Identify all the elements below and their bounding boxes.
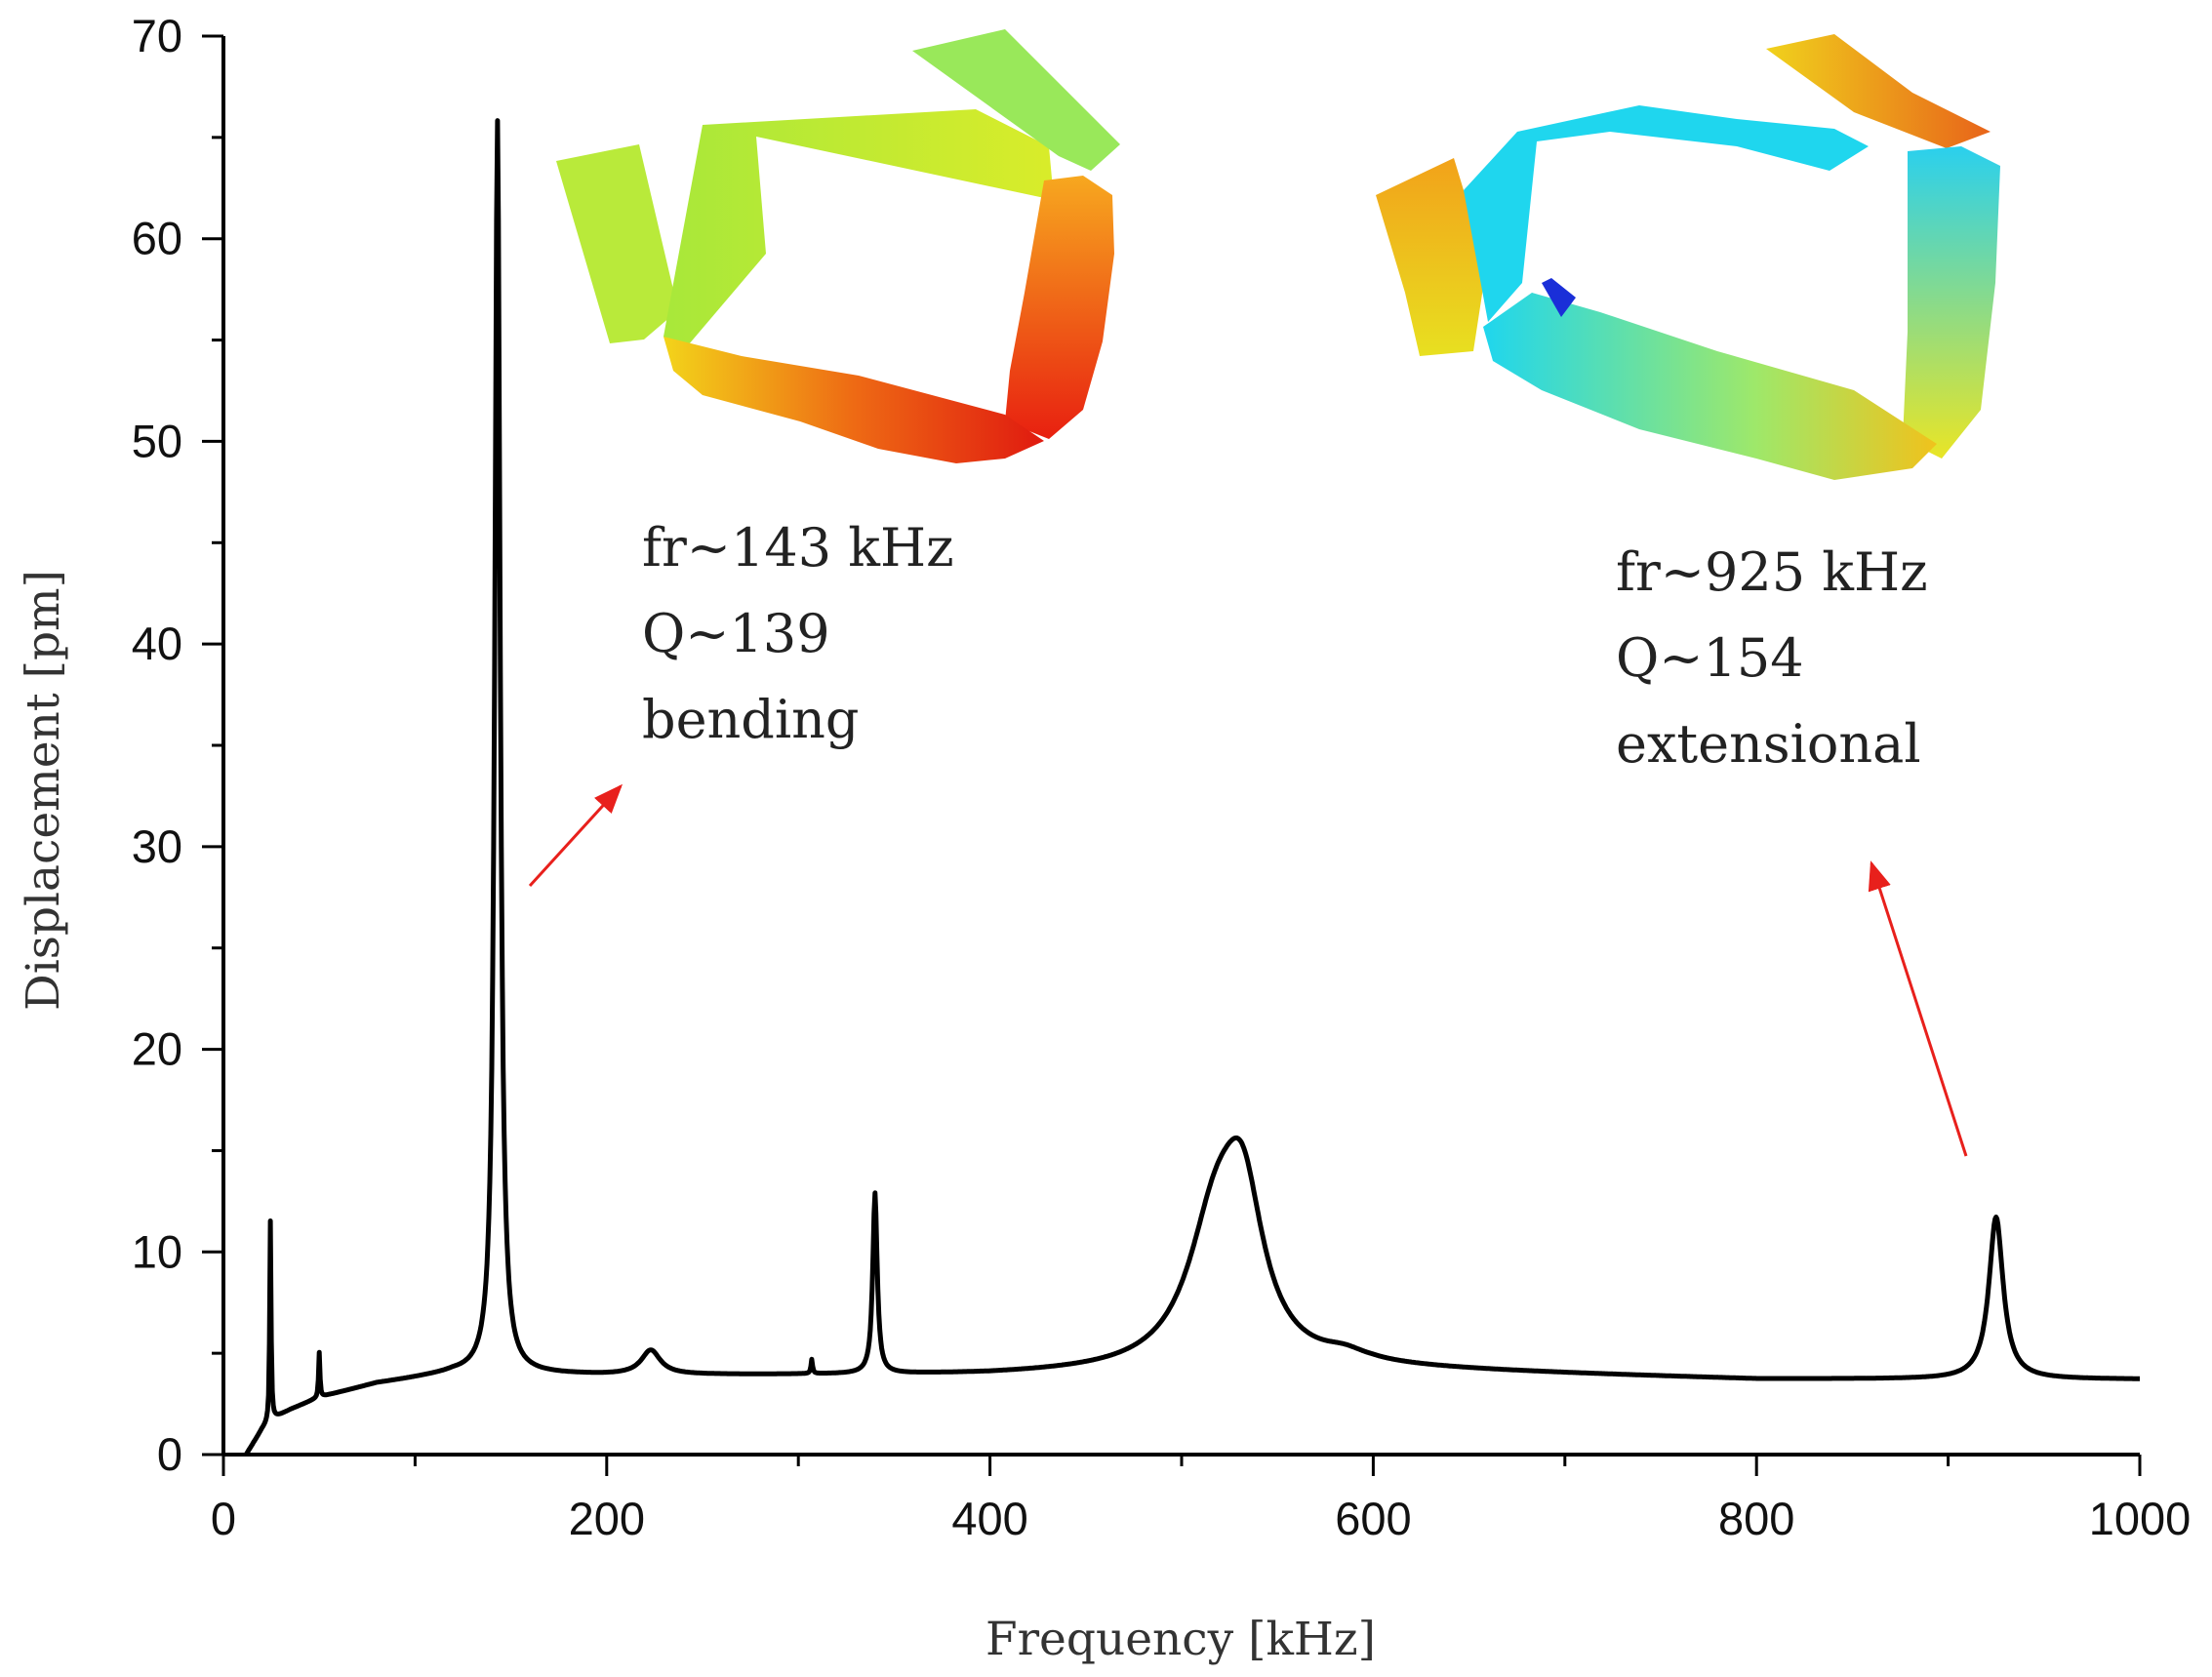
y-axis-title: Displacement [pm] [17,570,70,1011]
displacement-series-line [244,118,2142,1456]
x-tick-label: 200 [569,1493,645,1544]
annotation-extensional: fr~925 kHz Q~154 extensional [1616,541,1968,1157]
x-axis-tick-labels: 0 200 400 600 800 1000 [211,1493,2191,1544]
y-tick-label: 20 [132,1023,182,1075]
mode-shape-extensional-image [1376,34,2000,480]
annotation-extensional-mode: extensional [1616,713,1921,775]
y-tick-label: 30 [132,820,182,872]
x-tick-label: 0 [211,1493,236,1544]
annotation-extensional-frequency: fr~925 kHz [1616,541,1928,603]
x-axis-title: Frequency [kHz] [985,1613,1376,1666]
y-tick-label: 0 [157,1428,182,1480]
annotation-bending-q: Q~139 [642,603,830,664]
x-tick-label: 1000 [2089,1493,2192,1544]
annotation-bending-frequency: fr~143 kHz [642,517,954,579]
y-tick-label: 50 [132,415,182,466]
annotation-extensional-q: Q~154 [1616,627,1804,689]
annotation-bending-mode: bending [642,689,860,750]
annotation-extensional-arrow [1868,860,1968,1157]
x-tick-label: 400 [951,1493,1027,1544]
y-tick-label: 60 [132,213,182,264]
mode-shape-bending-image [556,29,1120,463]
annotation-bending-arrow [528,783,623,888]
x-axis-ticks [221,1455,2142,1476]
y-tick-label: 70 [132,10,182,61]
y-axis-ticks [202,34,223,1457]
annotation-bending: fr~143 kHz Q~139 bending [528,517,954,888]
y-tick-label: 40 [132,618,182,669]
y-tick-label: 10 [132,1225,182,1277]
x-tick-label: 800 [1718,1493,1794,1544]
x-tick-label: 600 [1335,1493,1411,1544]
y-axis-tick-labels: 0 10 20 30 40 50 60 70 [132,10,182,1480]
